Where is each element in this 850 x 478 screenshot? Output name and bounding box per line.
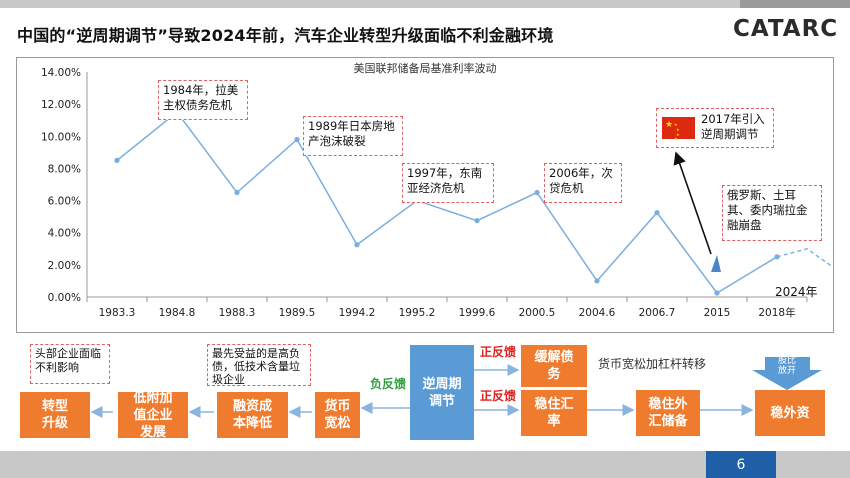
rate-point	[654, 210, 660, 216]
y-tick-label: 8.00%	[48, 163, 81, 175]
counter-cycle-box: 逆周期调节	[410, 345, 474, 440]
ease-debt-box: 缓解债务	[521, 345, 587, 387]
x-tick-label: 2015	[704, 307, 731, 319]
x-tick-label: 1984.8	[159, 307, 196, 319]
loose-money-box: 货币宽松	[315, 392, 360, 438]
callout-2018: 俄罗斯、土耳其、委内瑞拉金融崩盘	[722, 185, 822, 241]
page-number: 6	[706, 451, 776, 478]
rate-point	[714, 290, 720, 296]
rate-point	[474, 218, 480, 224]
callout-2006: 2006年，次贷危机	[544, 163, 622, 203]
rate-point	[294, 136, 300, 143]
stable-reserve-box: 稳住外汇储备	[636, 390, 700, 436]
rate-line	[116, 111, 778, 294]
rate-point	[114, 157, 120, 163]
rate-point	[594, 278, 600, 284]
x-tick-label: 1999.6	[459, 307, 496, 319]
neg-feedback-label: 负反馈	[370, 377, 407, 391]
y-tick-label: 2.00%	[48, 260, 81, 272]
callout-2017: ★ ★ ★ ★ ★ 2017年引入逆周期调节	[656, 108, 774, 148]
head-firms-note: 头部企业面临不利影响	[30, 344, 110, 384]
x-tick-label: 1989.5	[279, 307, 316, 319]
low-cost-box: 融资成本降低	[217, 392, 288, 438]
leverage-note: 货币宽松加杠杆转移	[598, 357, 707, 371]
head-firms-box: 转型升级	[20, 392, 90, 438]
x-tick-label: 1983.3	[99, 307, 136, 319]
x-tick-label: 1995.2	[399, 307, 436, 319]
release-tag: 股比放开	[777, 356, 796, 376]
x-tick-label: 2004.6	[579, 307, 616, 319]
y-tick-label: 12.00%	[41, 99, 81, 111]
x-tick-label: 2006.7	[639, 307, 676, 319]
low-value-box: 低附加值企业发展	[118, 391, 188, 440]
y-tick-label: 4.00%	[48, 228, 81, 240]
chart-title: 美国联邦储备局基准利率波动	[354, 61, 497, 75]
x-tick-label: 1994.2	[339, 307, 376, 319]
projection-label: 2024年	[775, 285, 818, 299]
rate-point	[534, 189, 540, 196]
x-tick-label: 2018年	[758, 306, 795, 319]
projection-line	[776, 248, 840, 272]
y-tick-label: 14.00%	[41, 67, 81, 79]
cross-icon	[36, 392, 70, 432]
page-title: 中国的“逆周期调节”导致2024年前，汽车企业转型升级面临不利金融环境	[17, 26, 554, 45]
y-tick-label: 10.00%	[41, 131, 81, 143]
china-flag-icon: ★ ★ ★ ★ ★	[662, 117, 695, 141]
top-bar	[0, 0, 850, 8]
stable-capital-box: 稳外资	[755, 390, 825, 436]
callout-1984: 1984年，拉美主权债务危机	[158, 80, 248, 120]
y-tick-label: 6.00%	[48, 196, 81, 208]
y-tick-label: 0.00%	[48, 292, 81, 304]
beneficiary-note: 最先受益的是高负债，低技术含量垃圾企业	[207, 344, 311, 386]
marker-triangle	[711, 255, 721, 272]
callout-1989: 1989年日本房地产泡沫破裂	[303, 116, 403, 156]
top-bar-accent	[740, 0, 850, 8]
pos-feedback-label-2: 正反馈	[480, 389, 517, 403]
x-tick-label: 2000.5	[519, 307, 556, 319]
callout-2017-text: 2017年引入逆周期调节	[701, 112, 765, 141]
stable-fx-box: 稳住汇率	[521, 390, 587, 436]
x-tick-label: 1988.3	[219, 307, 256, 319]
interest-rate-chart: 美国联邦储备局基准利率波动 0.00% 2.00% 4.00% 6.00% 8.00% 1…	[41, 61, 840, 319]
pos-feedback-label-1: 正反馈	[480, 345, 517, 359]
rate-point	[354, 242, 360, 248]
callout-1997: 1997年，东南亚经济危机	[402, 163, 494, 203]
catarc-logo: CATARC	[733, 16, 839, 42]
rate-point	[234, 189, 240, 196]
